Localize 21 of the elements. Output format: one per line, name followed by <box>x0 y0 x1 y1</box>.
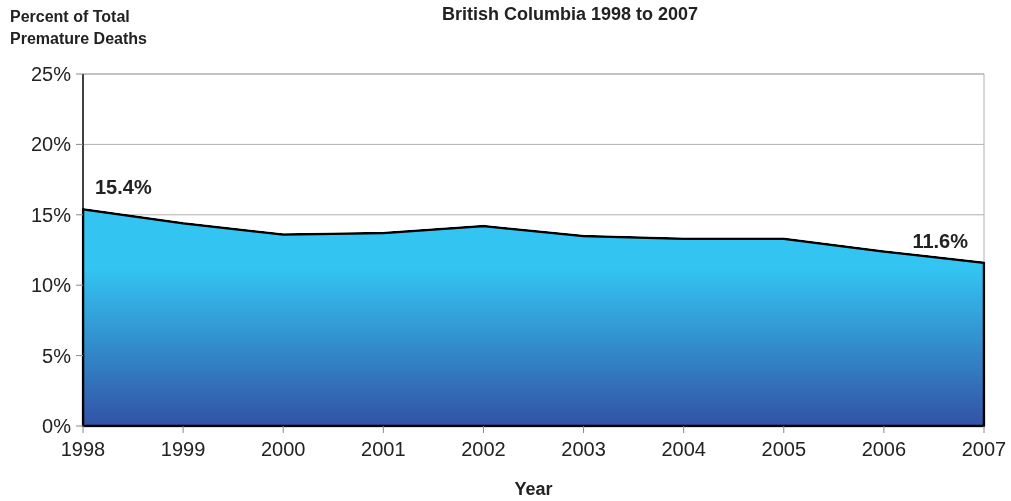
y-tick-label: 10% <box>30 274 72 297</box>
x-axis-title: Year <box>514 479 553 499</box>
x-tick-label: 2003 <box>561 438 606 460</box>
x-tick-label: 2004 <box>661 438 706 460</box>
x-tick-label: 2006 <box>861 438 907 460</box>
x-tick-label: 2000 <box>260 438 306 460</box>
y-tick-label: 0% <box>42 415 72 437</box>
x-tick-label: 1998 <box>60 438 106 460</box>
data-label: 11.6% <box>912 229 969 252</box>
y-tick-label: 5% <box>42 344 72 367</box>
y-tick-label: 15% <box>30 203 72 226</box>
x-tick-label: 2005 <box>761 438 807 460</box>
chart-title: British Columbia 1998 to 2007 <box>441 4 699 24</box>
x-tick-label: 2002 <box>461 438 506 460</box>
y-axis-title: Percent of Total Premature Deaths <box>10 8 148 47</box>
x-tick-label: 1999 <box>160 438 206 460</box>
data-label: 15.4% <box>95 176 152 199</box>
y-tick-label: 20% <box>30 133 72 156</box>
y-tick-label: 25% <box>30 63 72 85</box>
x-tick-label: 2007 <box>961 438 1007 460</box>
x-tick-label: 2001 <box>361 438 406 460</box>
